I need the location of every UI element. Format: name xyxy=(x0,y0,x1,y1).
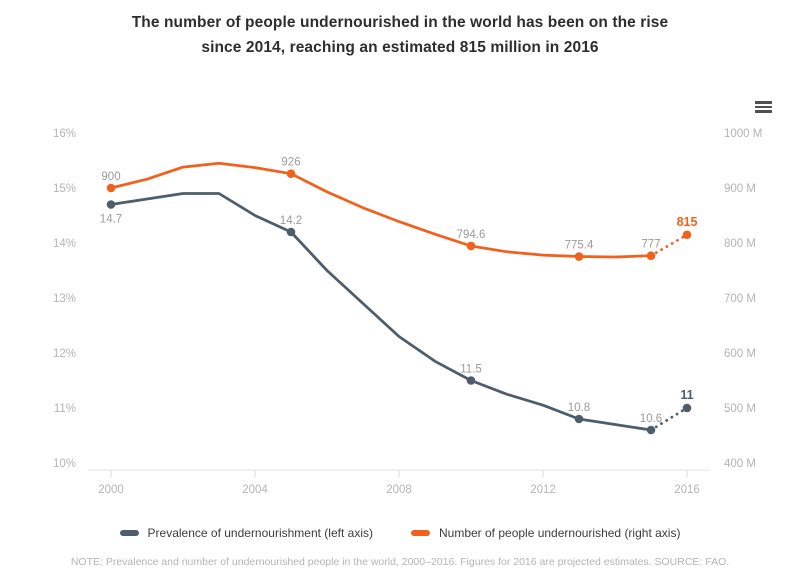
data-point-label: 11 xyxy=(680,388,693,402)
data-point-label: 11.5 xyxy=(460,364,482,376)
left-axis-tick-label: 11% xyxy=(54,403,76,415)
hamburger-icon xyxy=(755,110,772,113)
right-axis-tick-label: 500 M xyxy=(724,403,756,415)
legend-marker-prevalence xyxy=(119,530,139,536)
x-axis-tick-label: 2008 xyxy=(386,484,412,496)
data-point-label: 10.6 xyxy=(640,413,662,425)
data-point-label: 926 xyxy=(281,157,300,169)
data-point-label: 794.6 xyxy=(457,229,486,241)
series-line-solid xyxy=(109,161,653,259)
left-axis-tick-label: 10% xyxy=(53,458,76,470)
export-menu-button[interactable] xyxy=(755,101,772,113)
series-line-projected xyxy=(649,406,689,432)
series-line-solid xyxy=(109,192,653,432)
right-axis-tick-label: 400 M xyxy=(724,458,756,470)
legend-label-prevalence: Prevalence of undernourishment (left axi… xyxy=(147,526,373,540)
chart-title-line2: since 2014, reaching an estimated 815 mi… xyxy=(201,39,599,56)
x-axis-tick-label: 2000 xyxy=(98,484,124,496)
legend-marker-number xyxy=(410,530,430,536)
data-point-label: 900 xyxy=(101,171,120,183)
series-line-projected xyxy=(649,233,689,258)
left-axis-tick-label: 15% xyxy=(53,183,76,195)
data-point-label: 815 xyxy=(677,215,698,229)
data-point-marker[interactable] xyxy=(682,403,692,413)
data-point-label: 775.4 xyxy=(565,240,594,252)
data-point-marker[interactable] xyxy=(106,200,116,209)
data-point-marker[interactable] xyxy=(286,169,296,178)
right-axis-tick-label: 900 M xyxy=(724,183,756,195)
x-axis-tick-label: 2012 xyxy=(530,484,556,496)
data-point-marker[interactable] xyxy=(646,251,656,260)
left-axis-tick-label: 13% xyxy=(53,293,76,305)
data-point-marker[interactable] xyxy=(286,227,296,237)
left-axis-tick-label: 16% xyxy=(53,128,76,140)
x-axis-tick-label: 2004 xyxy=(242,484,268,496)
right-axis-tick-label: 800 M xyxy=(724,238,756,250)
data-point-marker[interactable] xyxy=(682,230,692,240)
source-note: NOTE: Prevalence and number of undernour… xyxy=(70,556,730,568)
legend-item-number[interactable]: Number of people undernourished (right a… xyxy=(410,526,681,540)
data-point-marker[interactable] xyxy=(574,414,584,424)
data-point-label: 10.8 xyxy=(568,402,590,414)
data-point-marker[interactable] xyxy=(466,376,476,385)
hamburger-icon xyxy=(755,105,772,109)
right-axis-tick-label: 700 M xyxy=(724,293,756,305)
chart-title: The number of people undernourished in t… xyxy=(0,10,800,60)
data-point-label: 14.2 xyxy=(280,215,302,227)
hamburger-icon xyxy=(755,101,772,104)
data-point-label: 777 xyxy=(641,239,660,251)
right-axis-tick-label: 1000 M xyxy=(724,128,762,140)
data-point-marker[interactable] xyxy=(646,425,656,435)
data-point-label: 14.7 xyxy=(100,214,122,226)
legend-label-number: Number of people undernourished (right a… xyxy=(438,526,681,540)
chart-plot-area: 2000 2004 2008 2012 2016 16% 15% 14% 13% 12% 11% 10… xyxy=(53,128,762,496)
data-point-marker[interactable] xyxy=(574,252,584,261)
left-axis-tick-label: 12% xyxy=(53,348,76,360)
data-point-marker[interactable] xyxy=(466,241,476,251)
x-axis-tick-label: 2016 xyxy=(674,484,700,496)
left-axis-tick-label: 14% xyxy=(53,238,76,250)
right-axis-tick-label: 600 M xyxy=(724,348,756,360)
legend-item-prevalence[interactable]: Prevalence of undernourishment (left axi… xyxy=(119,526,373,540)
data-point-marker[interactable] xyxy=(106,183,116,193)
chart-title-line1: The number of people undernourished in t… xyxy=(131,14,669,31)
legend: Prevalence of undernourishment (left axi… xyxy=(0,523,800,543)
